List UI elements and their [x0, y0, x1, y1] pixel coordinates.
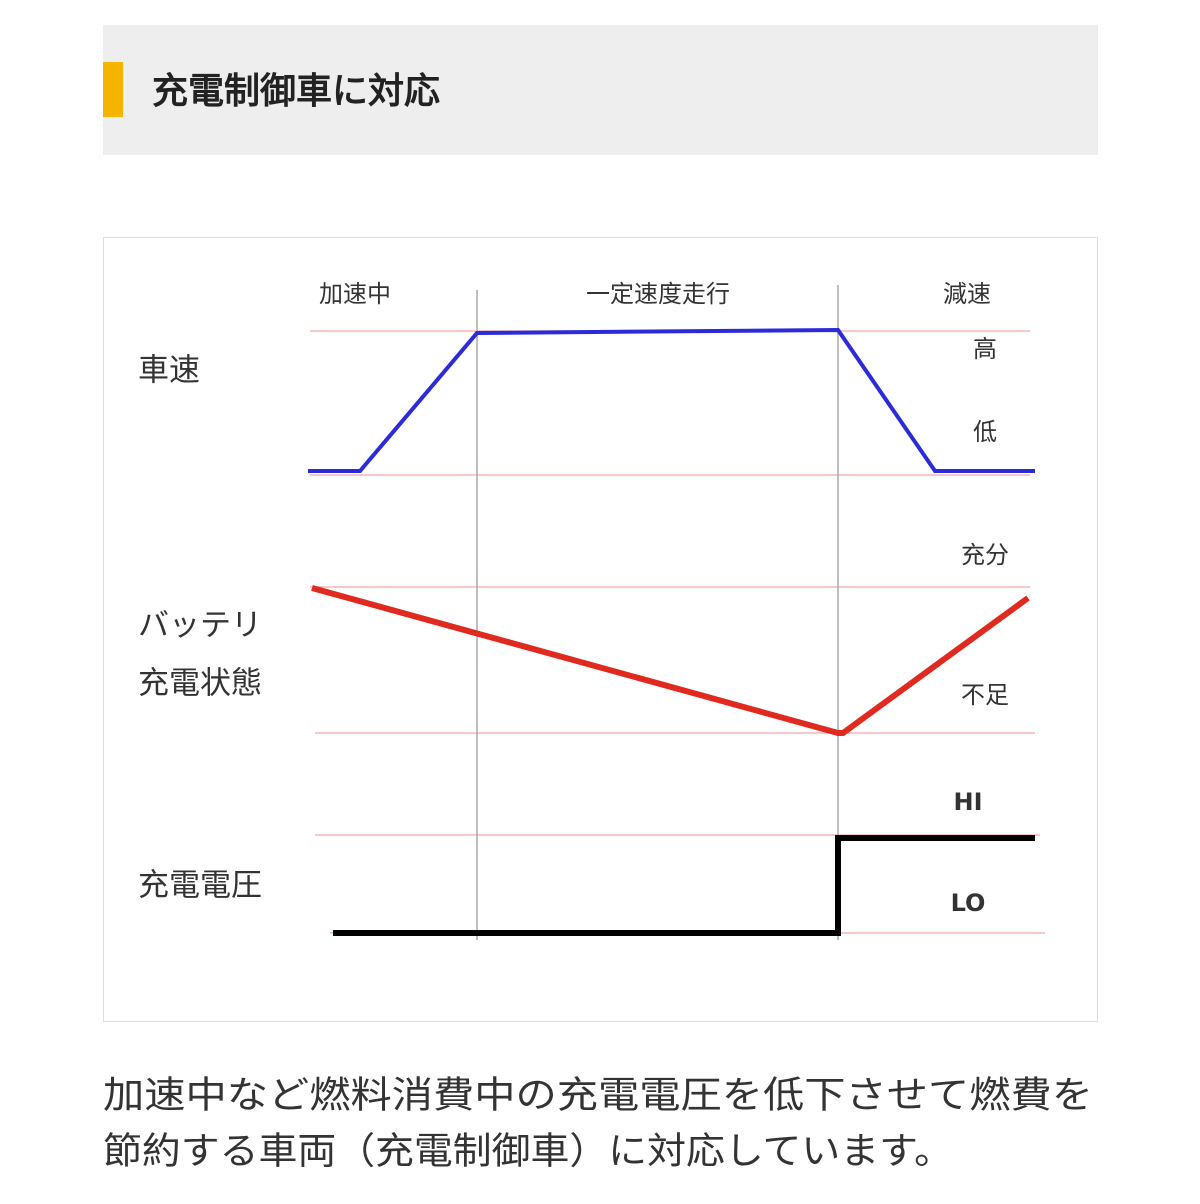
row-label: 充電電圧 — [138, 868, 262, 904]
header-accent — [103, 62, 123, 117]
description-line: 加速中など燃料消費中の充電電圧を低下させて燃費を — [103, 1074, 1093, 1117]
phase-dividers — [476, 285, 839, 940]
voltage-line — [333, 835, 1035, 936]
level-label: 充分 — [961, 541, 1009, 569]
battery-line — [311, 585, 1030, 736]
level-label: HI — [953, 788, 982, 816]
phase-label: 減速 — [943, 280, 991, 308]
level-label: 高 — [973, 335, 997, 363]
level-label: LO — [951, 889, 986, 917]
row-label: バッテリ — [138, 608, 262, 644]
header-box — [103, 25, 1098, 155]
header-title: 充電制御車に対応 — [152, 71, 440, 112]
level-label: 低 — [973, 418, 997, 446]
level-label: 不足 — [961, 681, 1009, 709]
row-label: 充電状態 — [138, 666, 262, 702]
speed-line — [308, 327, 1035, 473]
description-line: 節約する車両（充電制御車）に対応しています。 — [103, 1130, 953, 1173]
phase-label: 加速中 — [319, 280, 391, 308]
phase-label: 一定速度走行 — [586, 280, 730, 308]
row-label: 車速 — [138, 353, 200, 389]
diagram-box — [103, 237, 1098, 1022]
